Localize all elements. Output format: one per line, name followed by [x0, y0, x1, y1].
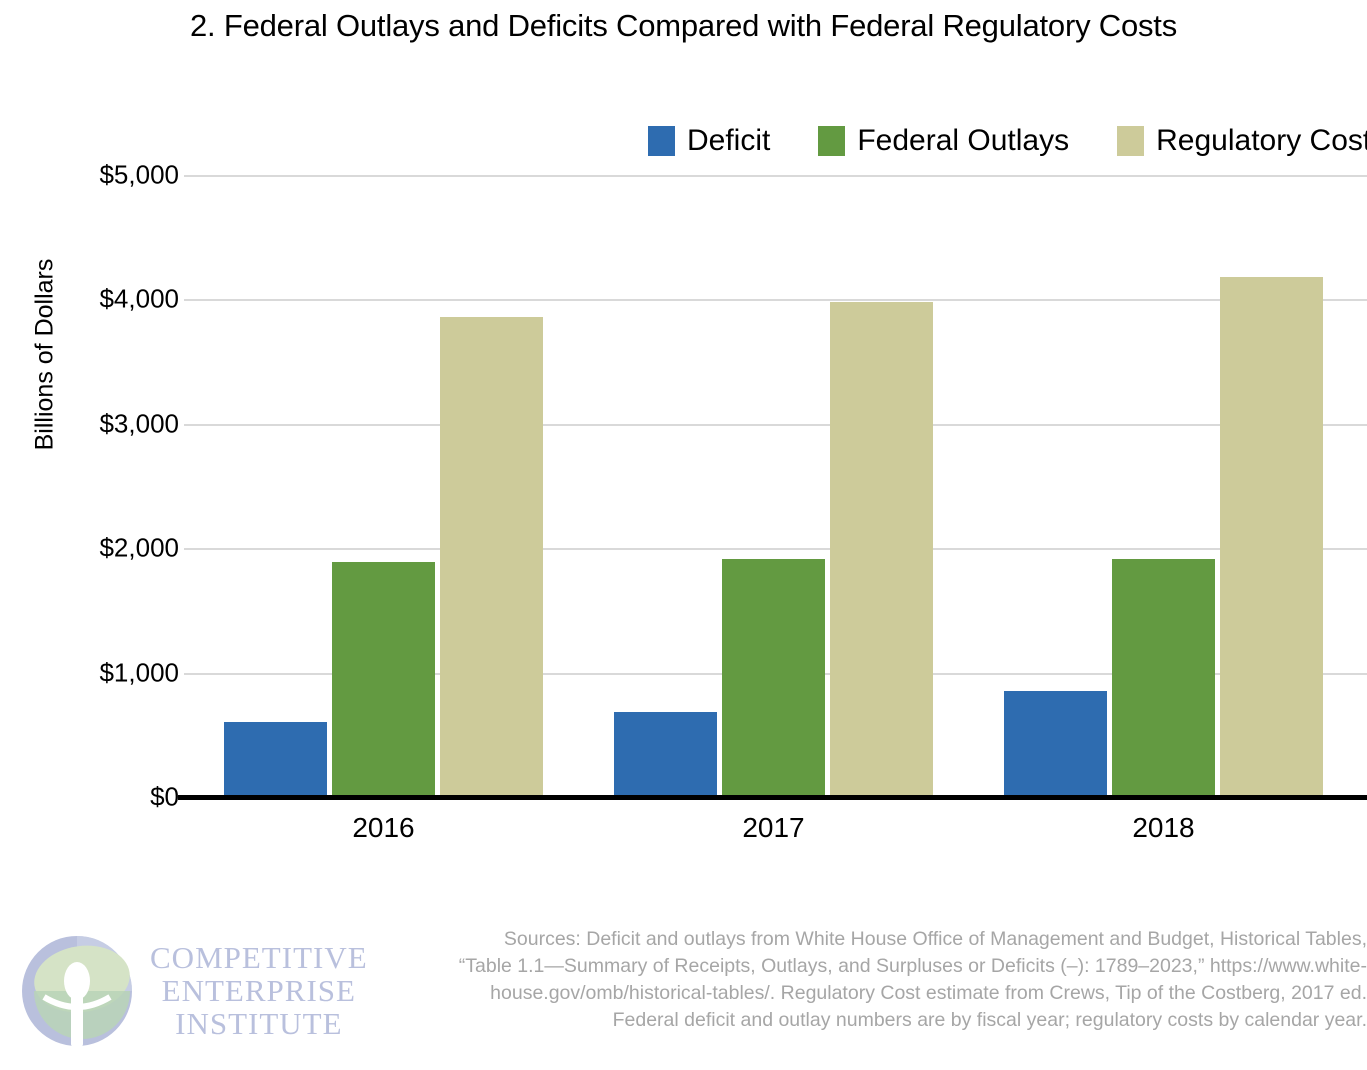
y-axis-tick-label: $0 [150, 781, 179, 812]
cei-logo-mark-icon [22, 936, 132, 1047]
legend-swatch-federal-outlays [818, 126, 846, 156]
x-axis-label-2016: 2016 [352, 812, 415, 843]
sources-line-4: Federal deficit and outlay numbers are b… [612, 1009, 1367, 1031]
cei-logo-line-3: INSTITUTE [175, 1005, 343, 1041]
y-axis-tick-label: $5,000 [99, 159, 179, 190]
bar-regulatory-costs-2016[interactable] [440, 316, 543, 797]
gridline [184, 175, 1367, 177]
bar-federal-outlays-2017[interactable] [722, 559, 825, 797]
cei-logo-text: COMPETITIVE ENTERPRISE INSTITUTE [150, 941, 368, 1040]
cei-logo-line-1: COMPETITIVE [150, 939, 368, 975]
bar-federal-outlays-2016[interactable] [332, 561, 435, 797]
page-title: 2. Federal Outlays and Deficits Compared… [189, 8, 1178, 43]
legend-item-deficit[interactable]: Deficit [648, 126, 770, 156]
sources-note: Sources: Deficit and outlays from White … [420, 926, 1367, 1034]
legend-swatch-regulatory-costs [1117, 126, 1145, 156]
legend-label-federal-outlays: Federal Outlays [857, 124, 1070, 157]
sources-line-1: Sources: Deficit and outlays from White … [503, 928, 1367, 950]
sources-line-3: house.gov/omb/historical-tables/. Regula… [490, 982, 1367, 1004]
legend-label-regulatory-costs: Regulatory Costs [1156, 124, 1367, 157]
sources-line-2: “Table 1.1—Summary of Receipts, Outlays,… [458, 955, 1367, 977]
x-axis-label-2017: 2017 [742, 812, 805, 843]
bar-deficit-2016[interactable] [224, 722, 327, 797]
x-axis-line [178, 795, 1367, 800]
x-axis-label-2018: 2018 [1132, 812, 1195, 843]
bar-regulatory-costs-2018[interactable] [1220, 277, 1323, 797]
legend-label-deficit: Deficit [687, 124, 771, 157]
legend-item-regulatory-costs[interactable]: Regulatory Costs [1117, 126, 1367, 156]
legend-item-federal-outlays[interactable]: Federal Outlays [818, 126, 1069, 156]
y-axis-tick-label: $4,000 [99, 283, 179, 314]
y-axis-title: Billions of Dollars [30, 258, 59, 451]
cei-logo: COMPETITIVE ENTERPRISE INSTITUTE [20, 925, 410, 1055]
bar-deficit-2018[interactable] [1004, 691, 1107, 797]
cei-logo-line-2: ENTERPRISE [161, 972, 356, 1008]
y-axis-tick-label: $1,000 [99, 657, 179, 688]
plot-area: $0 $1,000 $2,000 $3,000 $4,000 $5,000 [99, 160, 1367, 812]
bar-regulatory-costs-2017[interactable] [830, 301, 933, 797]
legend-swatch-deficit [648, 126, 675, 156]
y-axis-tick-label: $3,000 [99, 408, 179, 439]
bar-deficit-2017[interactable] [614, 712, 717, 797]
chart-legend: Deficit Federal Outlays Regulatory Costs [648, 126, 1367, 156]
y-axis-tick-label: $2,000 [99, 532, 179, 563]
gridline [184, 299, 1367, 302]
gridline [184, 423, 1367, 426]
gridline [184, 548, 1367, 551]
bar-federal-outlays-2018[interactable] [1112, 559, 1215, 797]
